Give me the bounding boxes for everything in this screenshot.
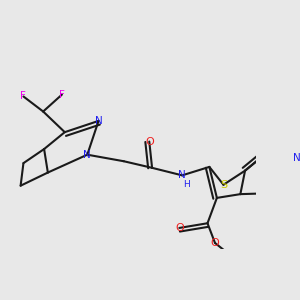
Text: O: O	[175, 223, 184, 233]
Text: O: O	[211, 238, 219, 248]
Text: N: N	[95, 116, 102, 126]
Text: N: N	[293, 154, 300, 164]
Text: N: N	[178, 170, 186, 180]
Text: S: S	[220, 180, 227, 190]
Text: N: N	[83, 150, 91, 160]
Text: F: F	[20, 92, 26, 101]
Text: H: H	[184, 180, 190, 189]
Text: F: F	[59, 90, 65, 100]
Text: O: O	[145, 136, 154, 146]
